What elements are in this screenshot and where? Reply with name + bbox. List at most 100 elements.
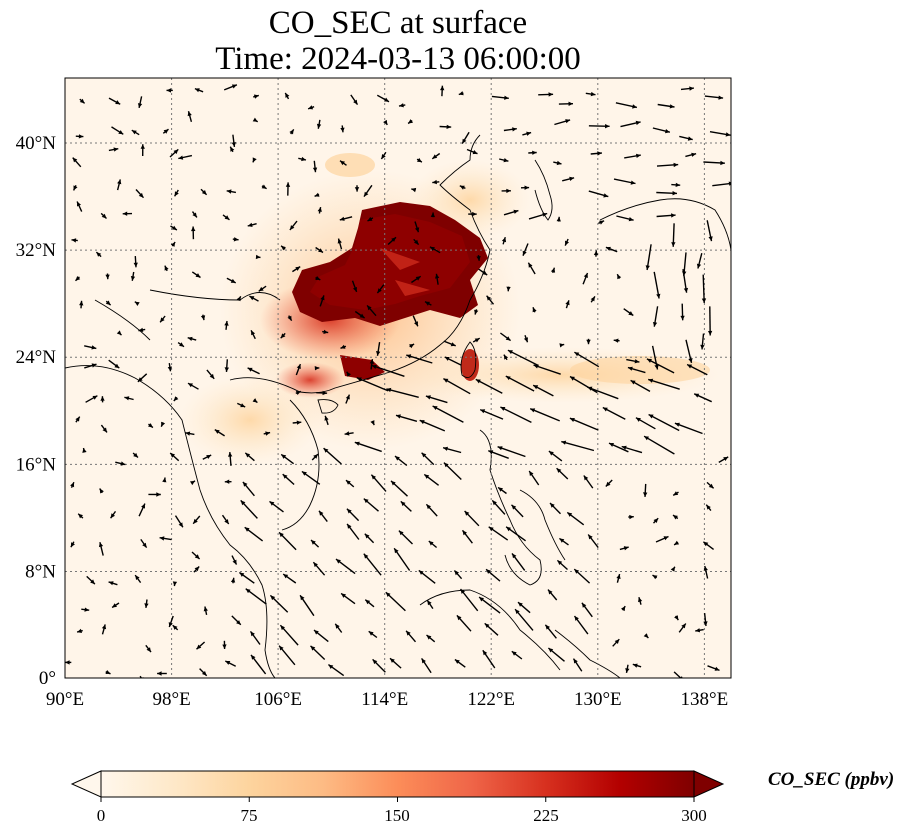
wind-arrow-head <box>320 295 325 301</box>
wind-arrow-head <box>593 250 599 256</box>
wind-arrow-head <box>70 542 75 548</box>
wind-arrow-head <box>616 574 621 579</box>
wind-arrow-head <box>548 589 553 595</box>
wind-arrow-head <box>209 373 215 379</box>
wind-arrow-head <box>79 300 84 306</box>
wind-arrow-head <box>188 383 193 388</box>
wind-arrow-head <box>354 441 360 446</box>
wind-arrow-head <box>694 393 700 398</box>
wind-arrow-head <box>131 130 137 135</box>
wind-arrow-head <box>414 321 418 327</box>
wind-arrow-head <box>569 418 575 422</box>
wind-arrow-head <box>317 207 322 212</box>
lat-tick-label: 16°N <box>16 454 57 475</box>
wind-arrow-head <box>295 391 301 395</box>
wind-arrow-head <box>728 181 731 186</box>
lat-tick-label: 0° <box>39 668 56 689</box>
wind-arrow-head <box>120 461 126 466</box>
wind-arrow-head <box>432 154 438 159</box>
wind-arrow-head <box>714 666 720 671</box>
wind-arrow-head <box>476 256 481 261</box>
wind-arrow-head <box>166 88 171 93</box>
wind-arrow-head <box>701 298 707 303</box>
wind-arrow-head <box>567 512 573 517</box>
wind-arrow-head <box>347 523 352 529</box>
wind-arrow-head <box>556 216 561 222</box>
wind-arrow-head <box>459 185 465 190</box>
wind-arrow-head <box>202 671 207 676</box>
lon-tick-label: 90°E <box>46 689 84 710</box>
wind-arrow-head <box>196 644 202 650</box>
wind-arrow-head <box>344 431 350 436</box>
wind-arrow-head <box>689 86 694 91</box>
wind-arrow-head <box>565 119 571 124</box>
wind-arrow-head <box>681 623 686 629</box>
wind-arrow-head <box>395 456 400 461</box>
wind-arrow-head <box>258 286 264 292</box>
wind-arrow-head <box>474 338 480 343</box>
wind-arrow-head <box>280 625 285 631</box>
wind-arrow-head <box>462 138 467 144</box>
wind-arrow-head <box>269 501 275 506</box>
wind-arrow-head <box>224 215 230 220</box>
wind-arrow-head <box>214 429 220 434</box>
wind-arrow-head <box>249 296 255 301</box>
wind-arrow-head <box>672 191 677 196</box>
wind-arrow-head <box>335 623 340 629</box>
wind-arrow-head <box>673 515 678 520</box>
wind-arrow-head <box>295 266 301 271</box>
wind-arrow-head <box>574 352 580 357</box>
wind-arrow-head <box>206 455 212 459</box>
wind-arrow-shaft <box>647 378 680 390</box>
wind-arrow-head <box>310 645 316 651</box>
wind-arrow-head <box>157 671 162 676</box>
wind-arrow-head <box>203 606 208 612</box>
wind-arrow-head <box>472 211 477 217</box>
wind-arrow-head <box>454 659 460 664</box>
wind-arrow-head <box>630 380 636 385</box>
wind-arrow-head <box>628 217 634 222</box>
wind-arrow-head <box>574 569 580 574</box>
colorbar-extend-low <box>70 770 102 798</box>
wind-arrow-head <box>193 518 198 524</box>
wind-arrow-head <box>687 364 693 369</box>
wind-arrow-head <box>671 242 676 247</box>
colorbar-gradient <box>101 771 694 797</box>
wind-arrow-head <box>91 345 97 350</box>
wind-arrow-head <box>458 91 464 96</box>
wind-arrow-head <box>363 498 369 504</box>
wind-arrow-head <box>371 364 377 369</box>
wind-arrow-head <box>603 193 609 198</box>
wind-arrow-head <box>245 588 251 594</box>
wind-arrow-head <box>565 300 570 306</box>
wind-arrow-shaft <box>648 413 680 432</box>
wind-arrow-head <box>77 201 81 207</box>
wind-arrow-head <box>174 191 179 197</box>
wind-arrow-shaft <box>139 675 143 678</box>
wind-arrow-head <box>70 482 75 488</box>
wind-arrow-shaft <box>386 388 419 398</box>
wind-arrow-head <box>313 454 318 459</box>
wind-arrow-head <box>365 599 371 605</box>
wind-arrow-head <box>599 220 605 225</box>
wind-arrow-head <box>231 84 237 89</box>
wind-arrow-shaft <box>505 375 535 392</box>
wind-arrow-head <box>72 157 78 163</box>
colorbar-tick-label: 300 <box>681 806 707 825</box>
wind-arrow-head <box>503 158 509 163</box>
wind-arrow-head <box>133 262 138 268</box>
wind-arrow-head <box>194 88 200 93</box>
wind-arrow-head <box>665 129 670 134</box>
wind-arrow-head <box>688 358 693 363</box>
wind-arrow-head <box>171 225 177 230</box>
wind-arrow-head <box>486 569 491 574</box>
wind-arrow-head <box>178 522 183 528</box>
wind-arrow-head <box>523 337 528 343</box>
wind-arrow-head <box>187 111 192 117</box>
wind-arrow-head <box>621 445 627 450</box>
wind-arrow-head <box>513 209 519 214</box>
wind-arrow-head <box>319 510 324 516</box>
wind-arrow-head <box>371 474 376 480</box>
wind-arrow-head <box>168 622 173 627</box>
wind-vectors <box>65 84 731 678</box>
